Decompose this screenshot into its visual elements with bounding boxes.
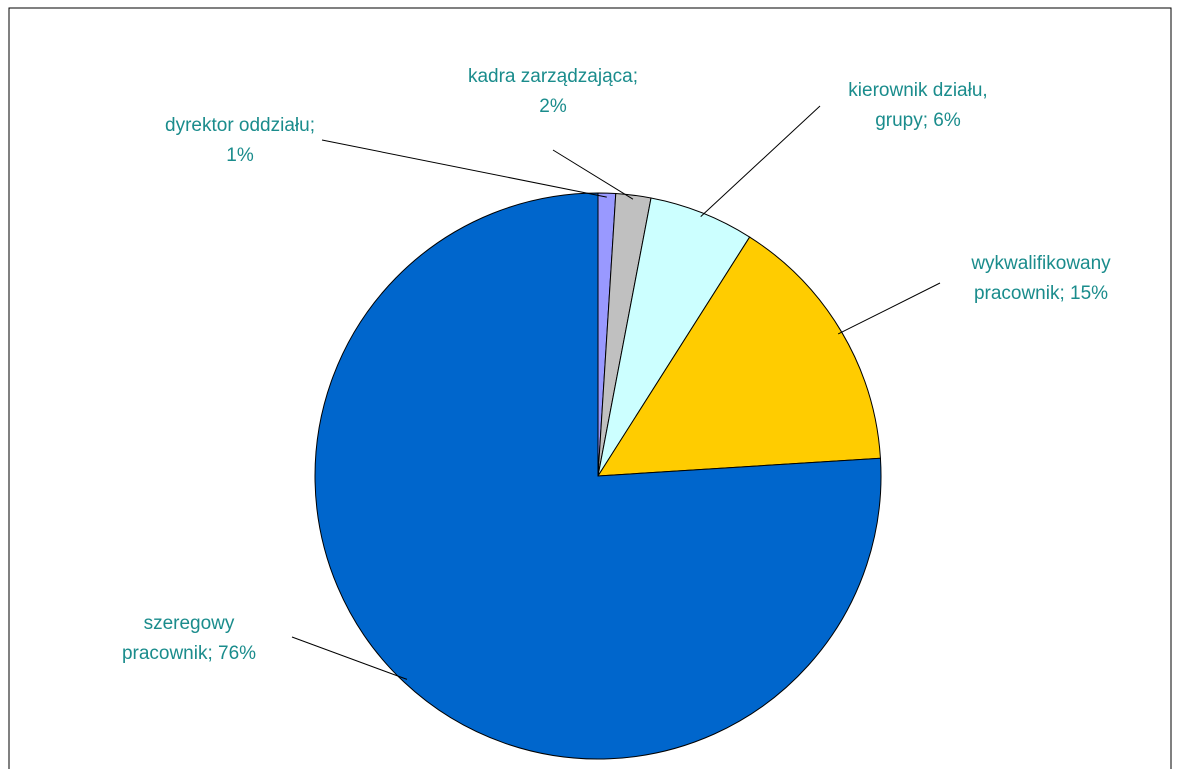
leader-line-1: [321, 139, 607, 198]
slice-label-line: 2%: [539, 96, 567, 117]
slice-label-line: 1%: [226, 145, 254, 166]
slice-label-4: wykwalifikowany pracownik; 15%: [970, 253, 1111, 304]
labels-group: dyrektor oddziału; 1% kadra zarządzająca; 2…: [122, 66, 1111, 664]
slice-label-line: kierownik działu,: [848, 80, 987, 101]
slice-label-line: dyrektor oddziału;: [165, 115, 315, 136]
leader-line-3: [700, 105, 821, 217]
pie-slice-5: [314, 192, 882, 760]
slice-label-line: pracownik; 15%: [974, 283, 1108, 304]
slice-label-2: kadra zarządzająca; 2%: [468, 66, 638, 117]
slice-label-1: dyrektor oddziału; 1%: [165, 115, 315, 166]
leader-lines-group: [291, 105, 941, 680]
slice-label-line: wykwalifikowany: [970, 253, 1111, 274]
slice-label-line: pracownik; 76%: [122, 643, 256, 664]
leader-line-2: [552, 149, 634, 200]
plot-border: [8, 7, 1172, 769]
slices-group: [314, 192, 882, 760]
slice-label-line: kadra zarządzająca;: [468, 66, 638, 87]
leader-line-4: [837, 282, 941, 335]
slice-label-line: szeregowy: [144, 613, 235, 634]
slice-label-3: kierownik działu, grupy; 6%: [848, 80, 987, 131]
leader-line-5: [291, 636, 408, 680]
slice-label-line: grupy; 6%: [875, 110, 961, 131]
slice-label-5: szeregowy pracownik; 76%: [122, 613, 256, 664]
